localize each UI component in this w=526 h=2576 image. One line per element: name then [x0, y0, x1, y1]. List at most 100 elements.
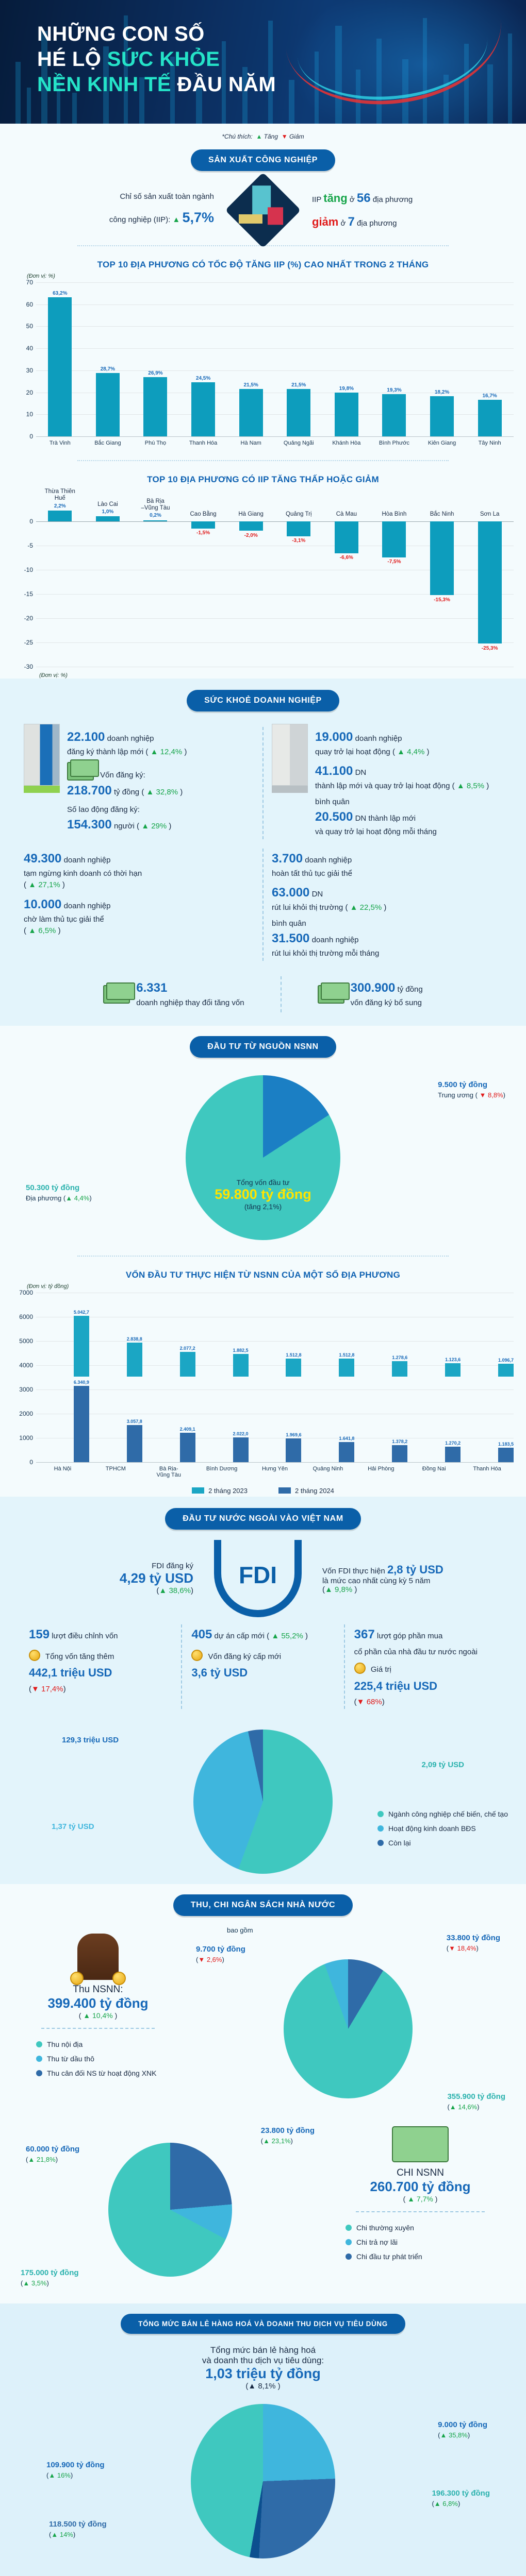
bar-item: Cà Mau -6,6% — [323, 497, 371, 667]
x-axis-label: Bình Dương — [206, 1465, 238, 1472]
pie-budget-callout-crude: 9.700 tỷ đồng (▼ 2,6%) — [196, 1944, 245, 1963]
bar-value-label: 21,5% — [243, 382, 258, 388]
bar — [287, 521, 311, 536]
kpi-reopened-change: 4,4% — [407, 747, 425, 756]
bar-value-label: 5.042,7 — [73, 1310, 89, 1315]
kpi-total-active-number: 41.100 — [315, 764, 353, 778]
legend-label-realestate: Hoạt động kinh doanh BĐS — [388, 1824, 476, 1833]
section-pill-business: SỨC KHOẺ DOANH NGHIỆP — [187, 689, 339, 711]
iip-up-count: 56 — [356, 191, 371, 206]
x-axis-label: Bắc Giang — [94, 440, 121, 446]
bar — [339, 1358, 355, 1377]
x-axis-label: Thanh Hóa — [473, 1465, 501, 1472]
bar-value-label: 1.882,5 — [233, 1348, 249, 1353]
bar-group: 2.077,2 2.409,1 — [142, 1293, 195, 1462]
up-triangle-icon: ▲ — [146, 787, 154, 796]
title-line-2-highlight: SỨC KHỎE — [107, 47, 220, 71]
kpi-awaiting-dissolution: 10.000 doanh nghiệp chờ làm thủ tục giải… — [24, 897, 111, 936]
kpi-total-active-change: 8,5% — [466, 782, 485, 791]
budget-expenditure-change: 7,7% — [416, 2194, 433, 2203]
pie-retail-callout-food: 118.500 tỷ đồng (▲ 14%) — [49, 2519, 107, 2538]
kpi-registered-capital-label: Vốn đăng ký: — [100, 771, 145, 780]
kpi-new-businesses: 22.100 doanh nghiệp đăng ký thành lập mớ… — [67, 730, 187, 756]
x-axis-label: Cao Bằng — [190, 511, 217, 517]
bar — [191, 382, 216, 436]
legend-item-interest: Chi trả nợ lãi — [346, 2235, 505, 2249]
chart1-title: TOP 10 ĐỊA PHƯƠNG CÓ TỐC ĐỘ TĂNG IIP (%)… — [97, 260, 429, 269]
hero-bar-decoration — [0, 0, 526, 124]
down-triangle-icon: ▼ — [479, 1091, 486, 1099]
money-stack-icon — [67, 759, 99, 781]
business-col-left2: 49.300 doanh nghiệp tạm ngừng kinh doanh… — [24, 845, 254, 964]
legend-label-crude: Thu từ dầu thô — [47, 2054, 94, 2063]
bar — [498, 1448, 514, 1462]
fdi-registered-caption: FDI đăng ký — [152, 1562, 193, 1571]
bar-item: Hà Giang -2,0% — [227, 497, 275, 667]
bar-value-label: 1.278,6 — [392, 1355, 408, 1361]
pie-retail-tourism-change: 35,8% — [448, 2431, 468, 2439]
kpi-suspended-number: 49.300 — [24, 851, 62, 866]
bar — [73, 1316, 89, 1377]
bar — [48, 297, 72, 436]
fdi-registered-block: FDI đăng ký 4,29 tỷ USD (▲ 38,6%) — [39, 1562, 193, 1595]
bar-value-label: 2.409,1 — [179, 1427, 195, 1432]
x-axis-label: Quảng Trị — [286, 511, 312, 517]
budget-expenditure-value: 260.700 tỷ đồng — [370, 2178, 471, 2194]
section-pill-nsnn-invest: ĐẦU TƯ TỪ NGUỒN NSNN — [190, 1036, 336, 1058]
bar-item: Lào Cai 1,0% — [84, 497, 132, 667]
legend-item-domestic: Thu nội địa — [36, 2037, 175, 2052]
kpi-dissolved-label: doanh nghiệp — [305, 855, 352, 865]
iip-value: 5,7% — [182, 209, 214, 225]
iip-up-word: tăng — [323, 192, 348, 205]
up-triangle-icon: ▲ — [456, 782, 465, 791]
bar-group: 1.278,6 1.378,2 — [354, 1293, 407, 1462]
bar-item: 21,5% — [227, 282, 275, 436]
bar-item: 3.057,8 — [127, 1378, 142, 1462]
bar-value-label: 1.123,6 — [445, 1357, 461, 1362]
iip-left-line1: Chỉ số sản xuất toàn ngành — [120, 192, 214, 201]
up-triangle-icon: ▲ — [350, 903, 358, 912]
bar-item: Quảng Trị -3,1% — [275, 497, 323, 667]
kpi-registered-capital: Vốn đăng ký: 218.700 tỷ đồng ( ▲ 32,8% ) — [67, 759, 254, 800]
hero-glow — [289, 0, 526, 124]
pie-fdi-callout-manu: 2,09 tỷ USD — [421, 1760, 464, 1769]
kpi-awaiting-change: 6,5% — [38, 926, 56, 936]
iip-left-line2: công nghiệp (IIP): — [109, 215, 171, 224]
bar-item: Thừa Thiên Huế 2,2% — [36, 488, 84, 667]
retail-total-value: 1,03 triệu tỷ đồng — [205, 2365, 321, 2381]
x-axis-label: Hà Nam — [240, 440, 261, 446]
office-tower-icon — [24, 723, 60, 793]
kpi-reopened-label: doanh nghiệp — [355, 734, 402, 743]
legend-label-2024: 2 tháng 2024 — [295, 1486, 334, 1495]
bar-value-label: 63,2% — [53, 291, 68, 297]
kpi-monthly-exit: bình quân 31.500 doanh nghiệp rút lui kh… — [272, 918, 502, 960]
bar-value-label: 28,7% — [100, 366, 116, 372]
pie-chi-interest-value: 23.800 tỷ đồng — [260, 2126, 315, 2135]
bar-value-label: 1,0% — [102, 509, 114, 515]
bar-value-label: -1,5% — [196, 530, 210, 536]
kpi-additional-capital-unit: tỷ đồng — [397, 985, 423, 994]
bar-item: Cao Bằng -1,5% — [179, 497, 227, 667]
legend-label-interest: Chi trả nợ lãi — [356, 2238, 398, 2246]
bar — [445, 1363, 461, 1377]
pie-retail-callout-tourism: 9.000 tỷ đồng (▲ 35,8%) — [438, 2420, 487, 2439]
iip-left-block: Chỉ số sản xuất toàn ngành công nghiệp (… — [44, 190, 214, 231]
bar-value-label: 18,2% — [434, 389, 450, 396]
pie-retail-callout-goods: 109.900 tỷ đồng (▲ 16%) — [46, 2460, 105, 2479]
legend-note: *Chú thích: ▲ Tăng ▼ Giảm — [0, 124, 526, 144]
up-triangle-icon: ▲ — [172, 215, 180, 224]
title-line-3-plain: ĐẦU NĂM — [177, 73, 276, 96]
fdi-col-newprojects: 405 dự án cấp mới ( ▲ 55,2% ) Vốn đăng k… — [191, 1627, 308, 1680]
fdi-disbursed-block: Vốn FDI thực hiện 2,8 tỷ USD là mức cao … — [322, 1563, 487, 1594]
kpi-additional-capital-sub: vốn đăng ký bổ sung — [350, 998, 422, 1008]
bar-item: 1.882,5 — [233, 1293, 249, 1377]
x-axis-label: Cà Mau — [336, 511, 357, 517]
business-col-right: 19.000 doanh nghiệp quay trở lại hoạt độ… — [272, 723, 502, 842]
kpi-capital-increase-number: 6.331 — [136, 981, 168, 995]
bar-value-label: 1.183,5 — [498, 1442, 514, 1447]
kpi-total-active-unit: DN — [355, 768, 367, 777]
retail-headline: Tổng mức bán lẻ hàng hoá và doanh thu dị… — [0, 2341, 526, 2391]
bar-item: Bắc Ninh -15,3% — [418, 497, 466, 667]
up-triangle-icon: ▲ — [28, 2155, 35, 2163]
bar — [478, 399, 502, 436]
